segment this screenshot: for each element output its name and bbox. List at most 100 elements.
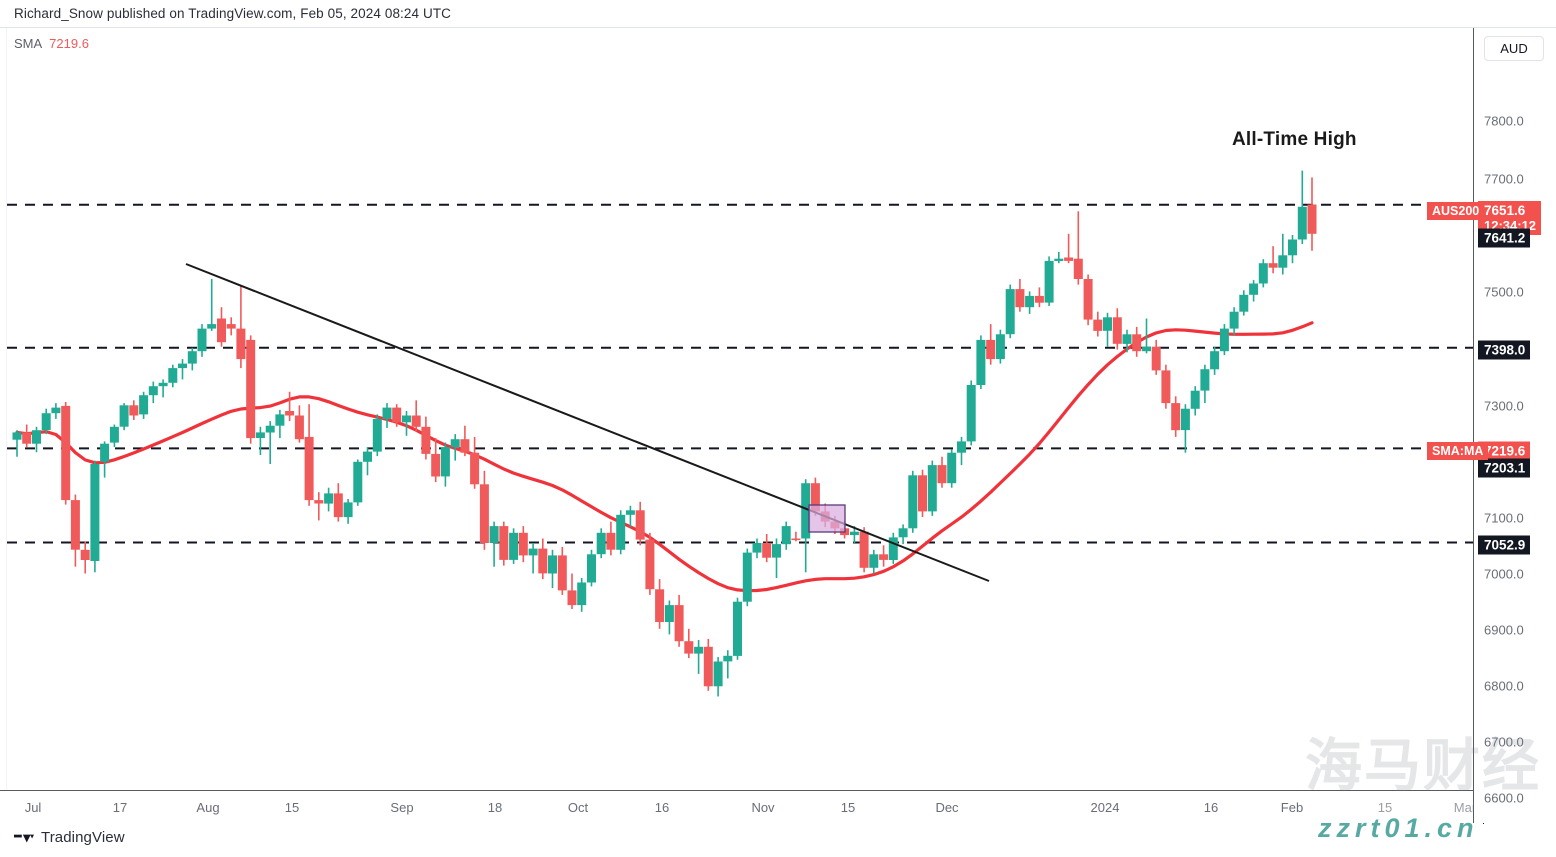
price-tag: 7398.0: [1478, 340, 1531, 360]
candle-body: [450, 439, 460, 448]
price-pane[interactable]: [6, 28, 1474, 790]
candle-body: [100, 443, 110, 462]
candle-body: [1180, 408, 1190, 431]
candle-body: [849, 531, 859, 536]
candle-body: [548, 555, 557, 574]
candle-body: [499, 526, 509, 560]
candle-body: [285, 411, 295, 416]
price-tag: 7219.6: [1478, 441, 1531, 461]
price-tick: 6600.0: [1484, 790, 1524, 806]
candle-body: [557, 555, 567, 591]
candle-body: [158, 382, 168, 387]
candle-body: [236, 328, 246, 360]
candle-body: [207, 324, 217, 329]
candle-body: [810, 483, 820, 512]
time-tick: Jul: [24, 800, 42, 815]
candle-body: [742, 552, 752, 602]
price-tag-value: 7398.0: [1484, 342, 1526, 358]
candle-body: [246, 339, 256, 439]
candle-body: [1064, 257, 1074, 261]
downtrend-line[interactable]: [185, 263, 990, 582]
candle-body: [178, 363, 187, 369]
candle-body: [596, 532, 606, 555]
price-tick: 7000.0: [1484, 566, 1524, 582]
candle-body: [1171, 403, 1181, 431]
candle-body: [70, 500, 80, 550]
candle-body: [908, 475, 918, 529]
candle-body: [440, 447, 450, 477]
candle-body: [1239, 294, 1249, 312]
time-tick: 18: [487, 800, 503, 815]
candle-body: [606, 532, 616, 550]
time-tick: 17: [112, 800, 128, 815]
candle-body: [567, 590, 577, 606]
candle-body: [577, 582, 587, 606]
tradingview-footer[interactable]: TradingView: [14, 829, 125, 846]
candle-body: [986, 339, 996, 360]
currency-chip[interactable]: AUD: [1484, 36, 1544, 61]
price-source-tag: SMA:MA: [1427, 442, 1489, 460]
price-tag: 7052.9: [1478, 535, 1531, 555]
candle-body: [694, 646, 704, 654]
candle-body: [197, 328, 207, 352]
candle-body: [752, 543, 762, 553]
price-tick: 6800.0: [1484, 678, 1524, 694]
candle-body: [314, 500, 324, 504]
candle-body: [927, 465, 937, 512]
candle-body: [781, 526, 791, 545]
candle-body: [625, 510, 635, 515]
candle-body: [655, 589, 665, 622]
candle-body: [1307, 204, 1317, 234]
price-scale[interactable]: AUD 7800.0 7700.0 7500.0 7300.0 7100.0 7000.0…: [1473, 28, 1556, 823]
candle-body: [1210, 351, 1220, 370]
candle-body: [1142, 346, 1151, 352]
candle-body: [148, 386, 158, 396]
candle-body: [353, 461, 363, 503]
candle-body: [129, 405, 139, 416]
candle-body: [460, 439, 470, 453]
candle-body: [684, 641, 694, 654]
time-scale[interactable]: Jul 17 Aug 15 Sep 18 Oct 16 Nov 15 Dec 2024 16 Feb 15 M…: [0, 790, 1556, 824]
candle-body: [888, 537, 898, 560]
price-tag: 7641.2: [1478, 228, 1531, 248]
candle-body: [1054, 258, 1064, 261]
candle-body: [119, 405, 129, 427]
candle-body: [898, 528, 908, 538]
candle-body: [1151, 346, 1161, 371]
breakout-highlight-box[interactable]: [808, 504, 846, 533]
price-tag-value: 7651.6: [1484, 203, 1526, 218]
candle-body: [1288, 239, 1297, 256]
candle-body: [509, 532, 519, 560]
candle-body: [1200, 369, 1210, 391]
candle-body: [616, 514, 626, 550]
candle-body: [333, 493, 343, 518]
candle-body: [587, 554, 596, 583]
candle-body: [957, 441, 966, 453]
candle-body: [489, 526, 499, 543]
candle-body: [1268, 263, 1278, 268]
candle-body: [1015, 289, 1025, 308]
candle-body: [22, 432, 32, 444]
candle-body: [265, 425, 275, 433]
candle-body: [80, 549, 90, 560]
candle-body: [879, 554, 889, 560]
candle-body: [1093, 319, 1103, 331]
publish-attribution: Richard_Snow published on TradingView.co…: [14, 6, 452, 21]
candle-body: [1034, 295, 1044, 303]
candle-body: [411, 415, 421, 427]
candle-body: [187, 351, 197, 364]
candle-body: [275, 414, 285, 426]
candle-body: [976, 339, 986, 385]
time-tick: Nov: [751, 800, 775, 815]
candle-body: [1132, 334, 1142, 352]
time-tick: Mar: [1453, 800, 1477, 815]
price-tick: 7700.0: [1484, 171, 1524, 187]
candle-body: [937, 465, 947, 484]
candle-body: [324, 493, 334, 504]
candle-body: [918, 475, 927, 512]
all-time-high-annotation[interactable]: All-Time High: [1232, 129, 1357, 150]
candle-body: [1122, 334, 1132, 344]
price-tag-value: 7052.9: [1484, 537, 1526, 553]
indicator-legend[interactable]: SMA 7219.6: [14, 36, 89, 51]
